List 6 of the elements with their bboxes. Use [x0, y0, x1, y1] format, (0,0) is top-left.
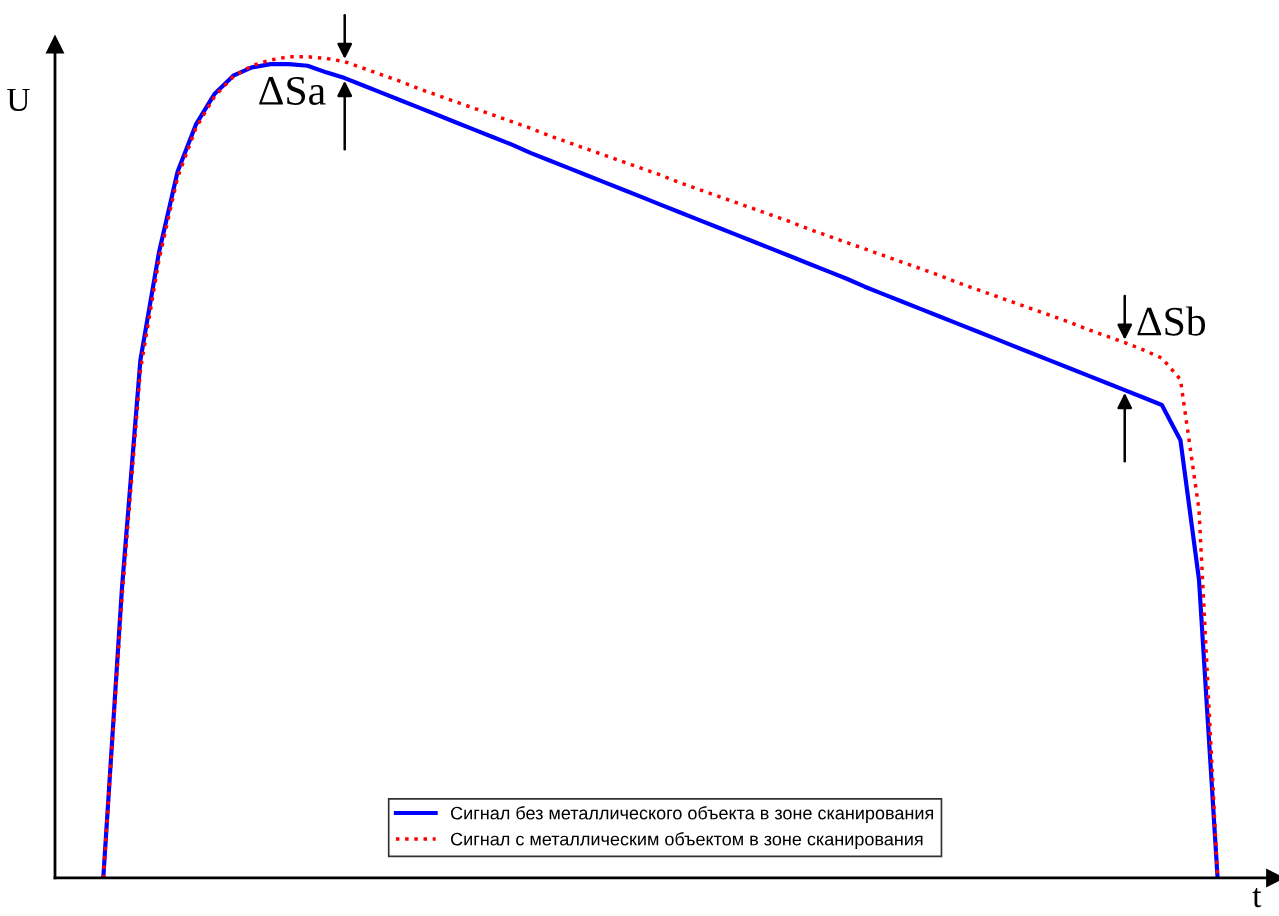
y-axis-title: U: [7, 88, 30, 112]
annotation: ΔSa: [259, 76, 326, 105]
legend-label: Сигнал без металлического объекта в зоне сканирования: [451, 806, 934, 824]
legend-label: Сигнал с металлическим объектом в зоне сканирования: [451, 832, 923, 850]
x-axis-title: t: [1252, 888, 1262, 908]
annotation: ΔSb: [1137, 306, 1206, 336]
